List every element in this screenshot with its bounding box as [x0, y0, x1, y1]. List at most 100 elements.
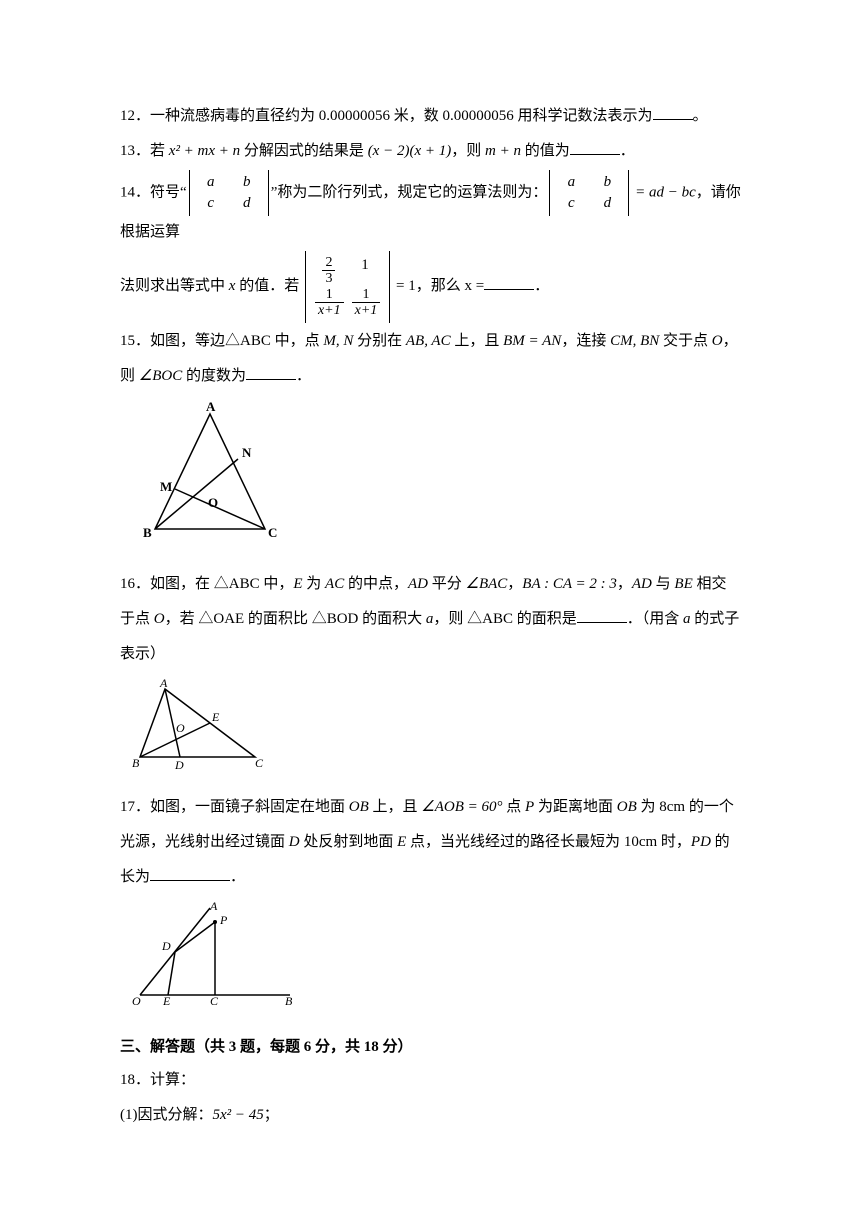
svg-text:B: B — [132, 756, 140, 770]
svg-text:A: A — [159, 677, 168, 690]
q15-mn: M, N — [323, 333, 353, 349]
q17-text-b: 上，且 — [369, 799, 422, 815]
question-17-line3: 长为． — [120, 861, 750, 894]
q16-ac: AC — [325, 576, 344, 592]
svg-text:E: E — [211, 710, 220, 724]
q15-eq1: BM = AN — [503, 333, 561, 349]
q17-text-f: 的一个 — [685, 799, 734, 815]
question-18: 18．计算： — [120, 1064, 750, 1097]
q17-text-d: 为距离地面 — [534, 799, 617, 815]
q13-text-e: ． — [620, 143, 635, 159]
q13-text-b: 分解因式的结果是 — [240, 143, 368, 159]
q15-text-h: 的度数为 — [182, 368, 246, 384]
q14-text-c: = ad − bc — [631, 184, 695, 200]
q13-expr3: m + n — [485, 143, 521, 159]
q13-text-d: 的值为 — [521, 143, 570, 159]
q15-abac: AB, AC — [406, 333, 451, 349]
q15-text-f: ， — [723, 333, 738, 349]
svg-text:M: M — [160, 479, 172, 494]
q14-blank — [484, 274, 534, 290]
q17-text-e: 为 — [637, 799, 660, 815]
q16-text-a: 如图，在 △ABC 中， — [150, 576, 293, 592]
q18-text-a: 计算： — [150, 1072, 195, 1088]
q13-expr2: (x − 2)(x + 1) — [368, 143, 452, 159]
q17-text-i: 点，当光线经过的路径长最短为 — [406, 834, 624, 850]
q17-angle: ∠AOB = 60° — [421, 799, 502, 815]
q16-ad2: AD — [632, 576, 652, 592]
q12-text-a: 一种流感病毒的直径约为 0.00000056 米，数 0.00000056 用科… — [150, 108, 653, 124]
q15-text-e: 交于点 — [659, 333, 712, 349]
q13-number: 13． — [120, 143, 150, 159]
q17-p: P — [525, 799, 534, 815]
question-14: 14．符号“ ab cd ”称为二阶行列式，规定它的运算法则为： ab cd =… — [120, 170, 750, 249]
q17-figure: O E C B A P D — [130, 900, 750, 1023]
q16-blank — [577, 607, 627, 623]
q17-text-h: 处反射到地面 — [300, 834, 398, 850]
svg-text:B: B — [285, 994, 293, 1008]
q15-text-c: 上，且 — [451, 333, 504, 349]
q14-matrix-2: ab cd — [549, 170, 629, 216]
q16-text-c: 的中点， — [344, 576, 408, 592]
q17-ob: OB — [349, 799, 369, 815]
q15-number: 15． — [120, 333, 150, 349]
question-17-line2: 光源，光线射出经过镜面 D 处反射到地面 E 点，当光线经过的路径长最短为 10… — [120, 826, 750, 859]
question-16-line3: 表示） — [120, 638, 750, 671]
svg-text:D: D — [174, 758, 184, 772]
q15-text-i: ． — [296, 368, 311, 384]
q14-matrix-3: 23 1 1x+1 1x+1 — [305, 251, 390, 323]
question-16-line2: 于点 O，若 △OAE 的面积比 △BOD 的面积大 a，则 △ABC 的面积是… — [120, 603, 750, 636]
svg-text:N: N — [242, 445, 252, 460]
q17-dist1: 8cm — [659, 799, 685, 815]
q16-be: BE — [674, 576, 692, 592]
question-16: 16．如图，在 △ABC 中，E 为 AC 的中点，AD 平分 ∠BAC，BA … — [120, 568, 750, 601]
q16-text-f: ， — [617, 576, 632, 592]
q12-blank — [653, 104, 693, 120]
triangle-abc-icon: A B C M N O — [130, 399, 290, 549]
q15-o: O — [712, 333, 723, 349]
q14-text-f: 的值．若 — [235, 278, 303, 294]
q17-text-g: 光源，光线射出经过镜面 — [120, 834, 289, 850]
q16-text-b: 为 — [303, 576, 326, 592]
q15-figure: A B C M N O — [130, 399, 750, 562]
mirror-diagram-icon: O E C B A P D — [130, 900, 300, 1010]
q16-ad: AD — [408, 576, 428, 592]
q16-text-g: 与 — [652, 576, 675, 592]
q15-cmbn: CM, BN — [610, 333, 659, 349]
q16-number: 16． — [120, 576, 150, 592]
question-12: 12．一种流感病毒的直径约为 0.00000056 米，数 0.00000056… — [120, 100, 750, 133]
question-17: 17．如图，一面镜子斜固定在地面 OB 上，且 ∠AOB = 60° 点 P 为… — [120, 791, 750, 824]
q13-text-c: ，则 — [451, 143, 485, 159]
q16-bac: ∠BAC — [466, 576, 508, 592]
q14-text-h: ． — [534, 278, 549, 294]
svg-text:O: O — [208, 495, 218, 510]
q17-ob2: OB — [617, 799, 637, 815]
q15-text-a: 如图，等边△ABC 中，点 — [150, 333, 323, 349]
question-15: 15．如图，等边△ABC 中，点 M, N 分别在 AB, AC 上，且 BM … — [120, 325, 750, 358]
q17-d: D — [289, 834, 300, 850]
q17-dist2: 10cm — [624, 834, 657, 850]
svg-text:O: O — [176, 721, 185, 735]
q17-e: E — [397, 834, 406, 850]
q17-number: 17． — [120, 799, 150, 815]
q16-o: O — [154, 611, 165, 627]
svg-text:E: E — [162, 994, 171, 1008]
q12-text-b: 。 — [693, 108, 708, 124]
q15-text-b: 分别在 — [353, 333, 406, 349]
q16-text-l: ．（用含 — [627, 611, 683, 627]
q18-sub1-label: (1) — [120, 1107, 138, 1123]
svg-text:B: B — [143, 525, 152, 540]
svg-text:C: C — [210, 994, 219, 1008]
q17-text-k: 的 — [711, 834, 730, 850]
q14-text-g: = 1，那么 x = — [392, 278, 484, 294]
q15-text-g: 则 — [120, 368, 139, 384]
q13-blank — [570, 139, 620, 155]
svg-text:A: A — [209, 900, 218, 913]
svg-text:O: O — [132, 994, 141, 1008]
q17-text-m: ． — [230, 869, 245, 885]
q17-text-a: 如图，一面镜子斜固定在地面 — [150, 799, 349, 815]
section-3-heading: 三、解答题（共 3 题，每题 6 分，共 18 分） — [120, 1031, 750, 1064]
triangle-ade-icon: A B C D E O — [130, 677, 270, 772]
q16-text-n: 表示） — [120, 646, 165, 662]
q18-number: 18． — [120, 1072, 150, 1088]
q16-text-m: 的式子 — [690, 611, 739, 627]
